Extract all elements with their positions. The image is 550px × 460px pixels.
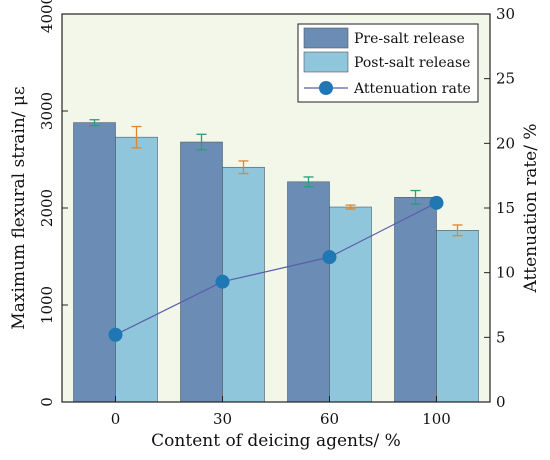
y-tick-label-3000: 3000	[38, 92, 56, 130]
bar-pre-salt-60	[287, 181, 330, 403]
y-tick-label-4000: 4000	[38, 0, 56, 33]
y2-axis-title: Attenuation rate/ %	[521, 123, 541, 293]
error-bar-pre-salt-100	[410, 189, 421, 205]
bar-pre-salt-100	[394, 197, 437, 403]
right-axis-ticks: 0 5 10 15 20 25 30	[484, 5, 515, 411]
error-bar-post-salt-30	[238, 160, 249, 175]
y2-tick-label-30: 30	[496, 5, 515, 23]
y2-tick-label-5: 5	[496, 328, 506, 346]
error-bars-layer	[89, 119, 463, 237]
error-bar-pre-salt-0	[89, 119, 100, 127]
bar-post-salt-30	[222, 166, 265, 403]
y2-tick-label-15: 15	[496, 199, 515, 217]
error-bar-pre-salt-60	[303, 176, 314, 188]
x-axis-ticks: 0 30 60 100	[111, 396, 451, 428]
x-axis-title: Content of deicing agents/ %	[151, 431, 401, 451]
bar-pre-salt-30	[180, 141, 223, 403]
legend: Pre-salt release Post-salt release Atten…	[297, 23, 479, 103]
x-tick-label-30: 30	[213, 410, 232, 428]
legend-label-attenuation: Attenuation rate	[353, 81, 471, 97]
y-axis-title: Maximum flexural strain/ με	[9, 86, 29, 330]
y2-tick-label-20: 20	[496, 134, 515, 152]
y-tick-label-1000: 1000	[38, 286, 56, 324]
bar-post-salt-0	[115, 136, 158, 403]
attenuation-point-30	[215, 274, 230, 289]
error-bar-post-salt-60	[345, 204, 356, 210]
bar-post-salt-60	[329, 206, 372, 403]
legend-swatch-post-salt	[303, 51, 349, 73]
x-tick-label-60: 60	[320, 410, 339, 428]
y2-tick-label-10: 10	[496, 264, 515, 282]
attenuation-point-0	[108, 327, 123, 342]
error-bar-post-salt-0	[131, 125, 142, 149]
legend-label-post-salt: Post-salt release	[354, 55, 470, 71]
legend-swatch-pre-salt	[303, 27, 349, 49]
left-axis-ticks: 0 1000 2000 3000 4000	[38, 0, 68, 407]
attenuation-point-60	[322, 250, 337, 265]
y2-tick-label-25: 25	[496, 70, 515, 88]
y-tick-label-0: 0	[38, 397, 56, 407]
bar-post-salt-100	[436, 230, 479, 403]
legend-marker-attenuation	[319, 81, 333, 95]
y-tick-label-2000: 2000	[38, 189, 56, 227]
attenuation-point-100	[429, 195, 444, 210]
y2-tick-label-0: 0	[496, 393, 506, 411]
error-bar-post-salt-100	[452, 224, 463, 237]
x-tick-label-0: 0	[111, 410, 121, 428]
legend-label-pre-salt: Pre-salt release	[354, 31, 465, 47]
error-bar-pre-salt-30	[196, 133, 207, 151]
bar-pre-salt-0	[73, 122, 116, 403]
bars-layer	[73, 122, 479, 403]
x-tick-label-100: 100	[422, 410, 451, 428]
attenuation-line	[115, 202, 437, 336]
attenuation-line-layer	[108, 195, 444, 342]
